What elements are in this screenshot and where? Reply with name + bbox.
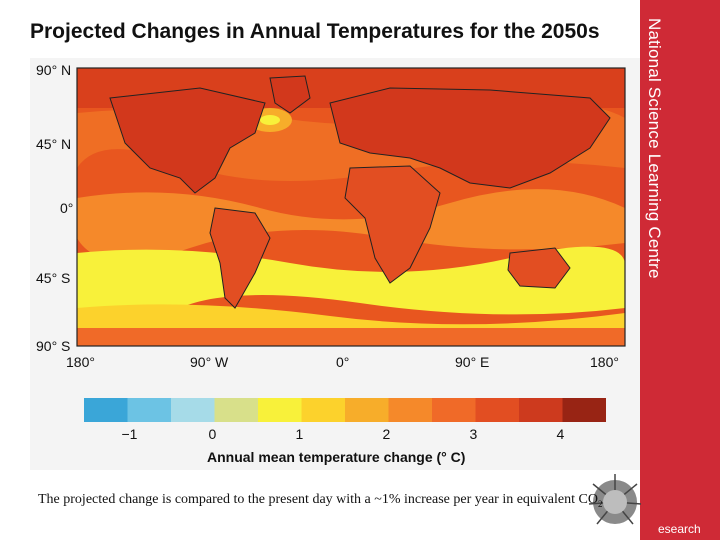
lat-label-90s: 90° S <box>36 338 71 354</box>
lon-label-180e: 180° <box>590 354 619 370</box>
colorbar-swatch <box>519 398 563 422</box>
caption-subscript: 2 <box>597 498 603 509</box>
colorbar-swatch <box>127 398 172 422</box>
colorbar-swatch <box>345 398 389 422</box>
lat-label-45s: 45° S <box>36 270 71 286</box>
colorbar-tick-label: 2 <box>382 426 391 442</box>
lon-label-180w: 180° <box>66 354 95 370</box>
colorbar-tick-label: 0 <box>208 426 217 442</box>
colorbar-swatch <box>475 398 520 422</box>
lon-label-90e: 90° E <box>455 354 490 370</box>
footer-text: esearch <box>658 522 701 536</box>
colorbar <box>84 398 606 422</box>
colorbar-tick-label: 1 <box>295 426 304 442</box>
colorbar-swatch <box>388 398 433 422</box>
slide-title: Projected Changes in Annual Temperatures… <box>30 20 600 43</box>
colorbar-title: Annual mean temperature change (° C) <box>207 449 466 465</box>
colorbar-swatch <box>562 398 606 422</box>
map-panel: 90° N 45° N 0° 45° S 90° S 180° 90° W 0°… <box>30 58 640 470</box>
hedgehog-logo-icon <box>588 474 642 525</box>
lat-label-90n: 90° N <box>36 62 72 78</box>
lon-label-90w: 90° W <box>190 354 229 370</box>
colorbar-tick-label: 3 <box>469 426 478 442</box>
brand-text: National Science Learning Centre <box>645 18 664 279</box>
colorbar-tick-label: −1 <box>121 426 138 442</box>
colorbar-swatch <box>258 398 302 422</box>
caption-text: The projected change is compared to the … <box>38 492 598 507</box>
colorbar-swatch <box>171 398 215 422</box>
colorbar-swatch <box>84 398 128 422</box>
temperature-map <box>76 67 626 347</box>
brand-band <box>640 0 720 540</box>
colorbar-tick-label: 4 <box>556 426 565 442</box>
colorbar-swatch <box>301 398 346 422</box>
lat-label-45n: 45° N <box>36 136 72 152</box>
continents <box>109 75 611 309</box>
colorbar-swatch <box>432 398 476 422</box>
lon-label-0: 0° <box>336 354 350 370</box>
colorbar-swatch <box>214 398 259 422</box>
lat-label-equator: 0° <box>60 200 74 216</box>
caption: The projected change is compared to the … <box>38 492 602 509</box>
